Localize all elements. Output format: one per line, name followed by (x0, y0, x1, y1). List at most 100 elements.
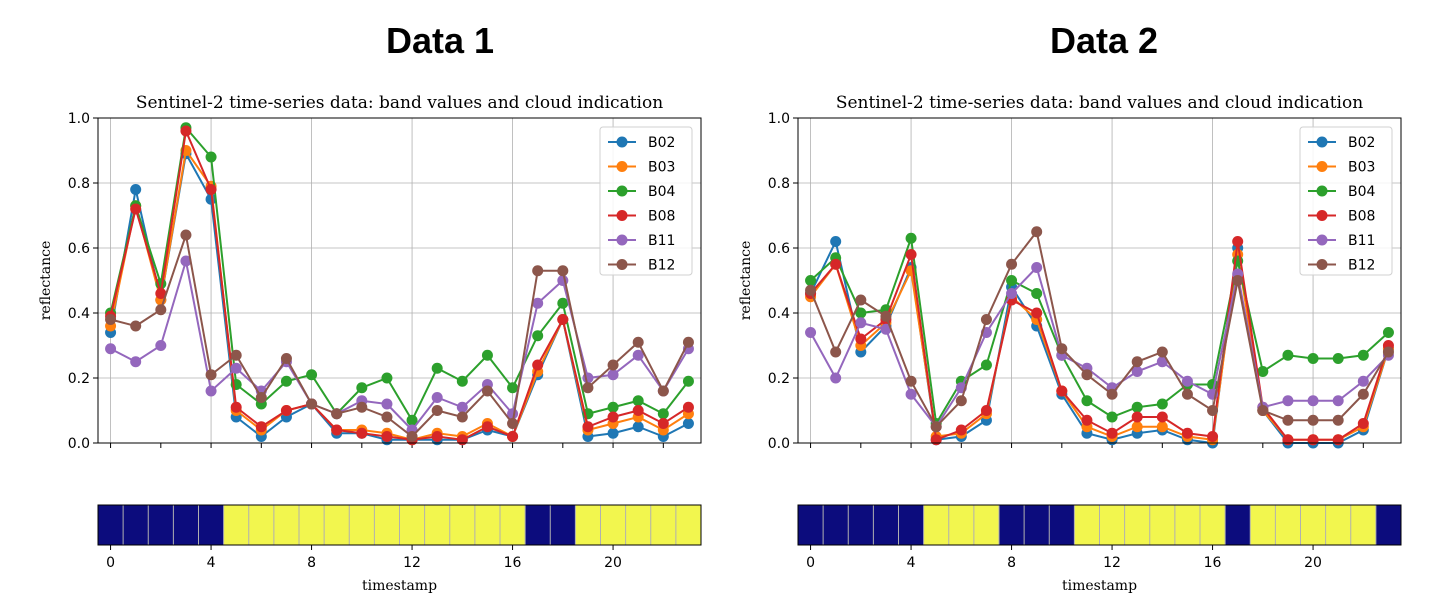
cloud-cell (973, 505, 999, 545)
data-point (607, 359, 619, 371)
legend-marker (616, 234, 628, 246)
y-tick-label: 0.4 (68, 306, 90, 322)
legend-label: B11 (1348, 233, 1375, 249)
cloud-cell (823, 505, 849, 545)
data-point (255, 421, 267, 433)
plot-frame (97, 117, 702, 444)
y-tick-label: 0.2 (768, 371, 790, 387)
data-point (1181, 375, 1193, 387)
y-axis-label: reflectance (738, 241, 754, 321)
data-point (980, 359, 992, 371)
data-point (607, 401, 619, 413)
data-point (1382, 346, 1394, 358)
data-point (105, 314, 117, 325)
data-point (230, 401, 242, 413)
legend-marker (1316, 259, 1328, 270)
data-point (507, 418, 519, 429)
data-point (1181, 388, 1193, 400)
legend-label: B12 (648, 258, 675, 274)
data-point (805, 327, 817, 338)
y-tick-label: 0.8 (68, 176, 90, 192)
data-point (1131, 356, 1143, 368)
data-point (431, 362, 443, 374)
data-point (1006, 258, 1018, 270)
panel-data-2: Data 2 Sentinel-2 time-series data: band… (700, 0, 1424, 602)
data-point (1056, 343, 1068, 355)
data-point (180, 229, 192, 241)
data-point (155, 340, 167, 351)
cloud-cell (1049, 505, 1075, 545)
data-point (682, 336, 694, 348)
data-point (356, 427, 368, 439)
data-point (830, 258, 842, 270)
cloud-strip-frame (97, 504, 702, 546)
data-point (1207, 431, 1219, 442)
cloud-cell (399, 505, 425, 545)
data-point (1332, 395, 1344, 407)
legend-marker (616, 185, 628, 197)
data-point (381, 411, 393, 423)
data-point (1357, 349, 1369, 361)
data-point (532, 297, 544, 309)
cloud-cell (449, 505, 475, 545)
data-point (356, 401, 368, 413)
legend-entry-b02: B02 (1308, 135, 1375, 151)
data-point (880, 310, 892, 322)
legend-entry-b11: B11 (1308, 233, 1375, 249)
x-tick-label: 16 (504, 555, 522, 571)
data-point (607, 427, 619, 439)
cloud-cell (1174, 505, 1200, 545)
data-point (1156, 421, 1168, 433)
data-point (855, 294, 867, 306)
data-point (1382, 327, 1394, 338)
cloud-cell (273, 505, 299, 545)
cloud-cell (948, 505, 974, 545)
data-point (306, 369, 318, 381)
data-point (230, 362, 242, 374)
legend-entry-b03: B03 (1308, 160, 1375, 176)
cloud-cell (625, 505, 651, 545)
legend-label: B08 (1348, 209, 1375, 225)
data-point (180, 125, 192, 137)
x-tick-label: 0 (806, 555, 815, 571)
data-point (1006, 288, 1018, 299)
legend-label: B03 (1348, 160, 1375, 176)
cloud-cell (98, 505, 124, 545)
data-point (657, 385, 669, 397)
data-point (830, 372, 842, 384)
cloud-cell (123, 505, 149, 545)
data-point (532, 265, 544, 277)
y-tick-label: 0.0 (768, 436, 790, 452)
data-point (1106, 388, 1118, 400)
cloud-strip-frame (797, 504, 1402, 546)
data-point (280, 375, 292, 387)
cloud-cell (575, 505, 601, 545)
legend-label: B02 (1348, 135, 1375, 151)
legend-marker (616, 136, 628, 148)
data-point (632, 405, 644, 416)
series-b12 (105, 229, 694, 442)
data-point (980, 314, 992, 325)
data-point (1282, 349, 1294, 361)
data-point (805, 284, 817, 296)
legend-label: B12 (1348, 258, 1375, 274)
data-point (532, 359, 544, 371)
data-point (1357, 388, 1369, 400)
cloud-cell (299, 505, 325, 545)
cloud-cell (1275, 505, 1301, 545)
data-point (1156, 411, 1168, 423)
data-point (431, 405, 443, 416)
chart-data-1: Sentinel-2 time-series data: band values… (38, 93, 702, 594)
data-point (1081, 395, 1093, 407)
cloud-cell (1250, 505, 1276, 545)
legend-marker (616, 259, 628, 270)
data-point (855, 307, 867, 319)
panel-data-1: Data 1 Sentinel-2 time-series data: band… (38, 20, 702, 594)
x-tick-label: 0 (106, 555, 115, 571)
legend-entry-b08: B08 (608, 209, 675, 225)
legend-marker (1316, 234, 1328, 246)
data-point (657, 418, 669, 429)
legend-label: B02 (648, 135, 675, 151)
data-point (331, 424, 343, 436)
legend-entry-b04: B04 (608, 184, 676, 200)
